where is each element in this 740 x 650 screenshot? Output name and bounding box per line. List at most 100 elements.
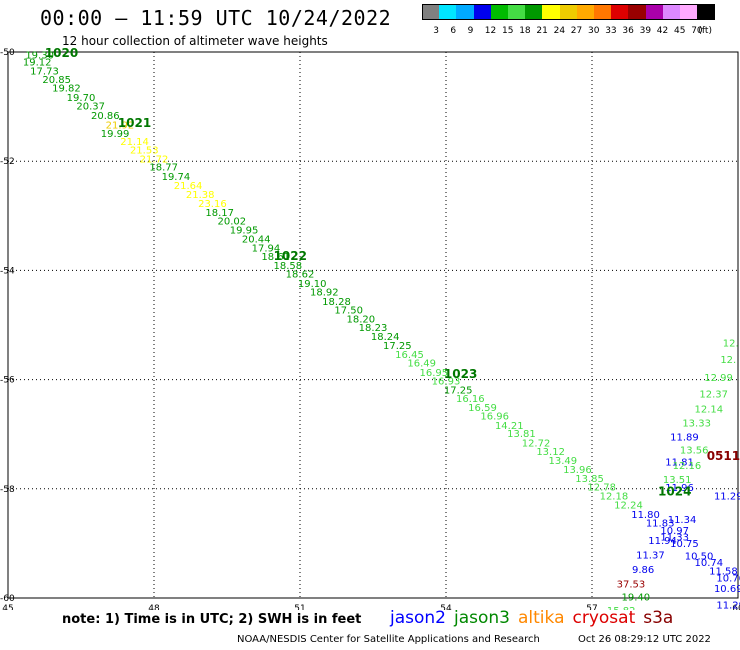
hour-mark-label: 1022	[274, 249, 307, 263]
data-point-label: 11.81	[665, 458, 694, 469]
legend-jason3: jason3	[454, 608, 510, 628]
legend-altika: altika	[518, 608, 565, 628]
colorbar-label: 6	[450, 26, 457, 36]
data-point-label: 9.86	[632, 565, 654, 576]
colorbar-swatch	[611, 4, 629, 20]
data-point-label: 21.92	[106, 121, 135, 132]
x-tick-label: 60	[732, 604, 740, 610]
wave-height-plot: 45 48 51 54 57 60 -50 -52 -54 -56 -58 -60 19.3019.12…	[0, 46, 740, 610]
data-point-label: 11.89	[670, 432, 699, 443]
data-point-label: 17.25	[383, 341, 412, 352]
data-point-label: 13.33	[682, 419, 711, 430]
data-point-label: 20.37	[76, 102, 105, 113]
data-point-label: 16.93	[432, 377, 461, 388]
data-point-label: 12.72	[522, 438, 551, 449]
data-point-label: 18.24	[371, 332, 400, 343]
colorbar-label: 33	[605, 26, 617, 36]
colorbar-swatch	[559, 4, 578, 20]
data-point-label: 12.	[720, 355, 736, 366]
legend-jason2: jason2	[390, 608, 446, 628]
data-point-label: 19.12	[23, 57, 52, 68]
data-point-label: 16.95	[420, 368, 449, 379]
colorbar-swatch	[645, 4, 664, 20]
data-point-label: 11.37	[636, 550, 665, 561]
hour-mark-label: 1024	[658, 485, 691, 499]
y-tick-label: -54	[0, 266, 15, 276]
hour-mark-label: 1020	[45, 46, 78, 60]
data-point-label: 18.62	[286, 270, 315, 281]
hour-mark-label: 0511	[707, 449, 740, 463]
colorbar-swatch	[422, 4, 440, 20]
y-tick-label: -50	[0, 48, 15, 58]
legend-s3a: s3a	[643, 608, 674, 628]
colorbar-swatch	[473, 4, 492, 20]
data-point-label: 17.73	[30, 67, 59, 78]
data-point-label: 13.12	[536, 447, 565, 458]
x-tick-label: 57	[586, 604, 597, 610]
y-tick-label: -60	[0, 594, 15, 604]
colorbar-swatch	[576, 4, 595, 20]
colorbar-label: 70	[691, 26, 703, 36]
data-point-label: 23.16	[198, 199, 227, 210]
data-point-label: 11.80	[631, 510, 660, 521]
data-point-label: 19.95	[230, 225, 259, 236]
footer-note: note: 1) Time is in UTC; 2) SWH is in fe…	[62, 612, 362, 627]
data-point-label: 21.14	[120, 137, 149, 148]
colorbar-label: 36	[622, 26, 634, 36]
colorbar-swatch	[490, 4, 509, 20]
colorbar-swatch	[680, 4, 698, 20]
data-point-label: 19.30	[25, 51, 54, 62]
data-point-label: 12.24	[614, 501, 643, 512]
data-point-label: 10.50	[685, 551, 714, 562]
legend-cryosat: cryosat	[572, 608, 636, 628]
data-point-label: 16.49	[407, 359, 436, 370]
data-point-label: 12.99	[704, 373, 733, 384]
data-point-label: 20.85	[42, 75, 71, 86]
data-point-label: 10.76	[716, 573, 740, 584]
colorbar-swatch	[594, 4, 612, 20]
data-point-label: 10.75	[670, 539, 699, 550]
data-point-label: 18.23	[359, 323, 388, 334]
data-point-label: 19.40	[621, 592, 650, 603]
data-point-label: 18.92	[310, 288, 339, 299]
data-point-label: 16.45	[395, 350, 424, 361]
data-point-label: 19.70	[67, 93, 96, 104]
x-tick-label: 54	[440, 604, 452, 610]
data-point-label: 17.25	[444, 385, 473, 396]
y-tick-label: -52	[0, 157, 15, 167]
data-point-label: 10.97	[660, 526, 689, 537]
data-point-label: 11.33	[660, 532, 689, 543]
data-point-label: 11.96	[665, 483, 694, 494]
data-point-label: 12.78	[587, 483, 616, 494]
colorbar-swatch	[697, 4, 715, 20]
y-tick-label: -58	[0, 485, 15, 495]
colorbar-label: 30	[588, 26, 600, 36]
data-point-label: 12.14	[694, 405, 723, 416]
colorbar-label: 45	[674, 26, 686, 36]
colorbar-label: 15	[502, 26, 514, 36]
data-point-label: 21.72	[140, 154, 169, 165]
footer-timestamp: Oct 26 08:29:12 UTC 2022	[578, 634, 711, 645]
chart-title: 00:00 – 11:59 UTC 10/24/2022	[40, 6, 392, 30]
data-point-label: 18.17	[205, 208, 234, 219]
data-point-label: 10.74	[694, 558, 723, 569]
colorbar-swatch	[439, 4, 457, 20]
colorbar-label: 42	[656, 26, 669, 36]
data-point-label: 12.	[723, 338, 739, 349]
data-point-label: 17.50	[334, 306, 363, 317]
data-point-label: 19.10	[298, 279, 327, 290]
data-point-label: 11.94	[648, 536, 677, 547]
data-point-label: 19.82	[52, 83, 81, 94]
colorbar-swatch	[628, 4, 647, 20]
chart-subtitle: 12 hour collection of altimeter wave hei…	[62, 34, 328, 48]
data-point-label: 21.64	[174, 181, 203, 192]
data-point-label: 12.18	[600, 491, 629, 502]
data-point-label: 11.29	[716, 601, 740, 610]
colorbar-label: 24	[553, 26, 566, 36]
colorbar-outline	[422, 4, 715, 20]
data-point-label: 11.29	[714, 491, 740, 502]
colorbar-label: 9	[467, 26, 474, 36]
data-point-label: 11.34	[668, 515, 697, 526]
x-tick-label: 48	[148, 604, 160, 610]
data-point-label: 11.83	[646, 519, 675, 530]
